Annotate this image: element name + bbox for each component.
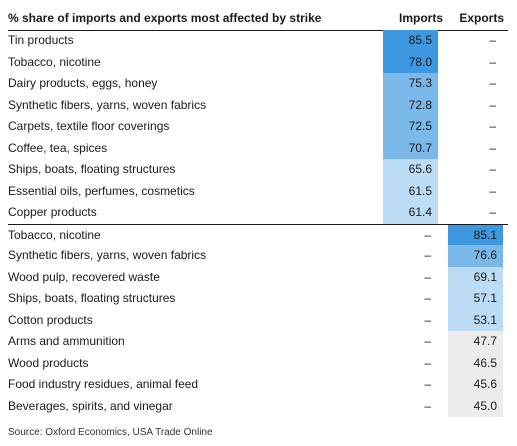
row-label: Essential oils, perfumes, cosmetics [8,183,195,198]
table-header: % share of imports and exports most affe… [8,8,508,31]
exports-dash: – [489,54,496,69]
imports-value-cell: 61.4 [383,202,438,224]
imports-dash: – [424,334,431,348]
row-label: Carpets, textile floor coverings [8,119,170,133]
table-row: Synthetic fibers, yarns, woven fabrics – 7… [8,245,508,267]
exports-column-header: Exports [459,11,504,25]
imports-value-cell: 78.0 [383,51,438,73]
row-label: Dairy products, eggs, honey [8,76,158,90]
table-row: Dairy products, eggs, honey 75.3 – [8,73,508,95]
row-label: Wood pulp, recovered waste [8,269,160,284]
row-label: Tin products [8,33,74,47]
row-label: Synthetic fibers, yarns, woven fabrics [8,248,207,262]
table-row: Food industry residues, animal feed – 45.6 [8,374,508,396]
source-note: Source: Oxford Economics, USA Trade Onli… [8,427,213,438]
table-row: Wood pulp, recovered waste – 69.1 [8,266,508,288]
imports-dash: – [424,312,431,327]
table-row: Tobacco, nicotine – 85.1 [8,223,508,245]
row-label: Copper products [8,205,97,219]
row-label: Food industry residues, animal feed [8,377,199,391]
table-body: Tin products 85.5– Tobacco, nicotine 78.0– D… [8,30,508,417]
imports-value-cell: 72.8 [383,94,438,116]
exports-value-cell: 57.1 [448,288,503,310]
table-row: Cotton products – 53.1 [8,309,508,331]
imports-dash: – [424,248,431,262]
exports-value-cell: 69.1 [448,266,503,288]
imports-value-cell: 72.5 [383,116,438,138]
imports-value-cell: 65.6 [383,159,438,181]
exports-value-cell: 53.1 [448,309,503,331]
row-label: Cotton products [8,312,93,327]
table-row: Wood products – 46.5 [8,352,508,374]
table-row: Ships, boats, floating structures 65.6 – [8,159,508,181]
row-label: Beverages, spirits, and vinegar [8,398,173,413]
imports-value-cell: 85.5 [383,30,438,52]
exports-value-cell: 45.6 [448,374,503,396]
table-row: Tobacco, nicotine 78.0 – [8,51,508,73]
row-label: Ships, boats, floating structures [8,162,176,176]
table-row: Copper products 61.4 – [8,202,508,224]
exports-value-cell: 45.0 [448,395,503,417]
table-row: Carpets, textile floor coverings 72.5 – [8,116,508,138]
row-label: Arms and ammunition [8,334,125,348]
exports-value-cell: 85.1 [448,224,503,245]
table-row: Coffee, tea, spices 70.7 – [8,137,508,159]
table-row: Tin products 85.5 – [8,30,508,52]
exports-dash: – [489,33,496,47]
table-row: Beverages, spirits, and vinegar – 45.0 [8,395,508,417]
row-label: Synthetic fibers, yarns, woven fabrics [8,97,207,112]
imports-dash: – [424,269,431,284]
table-row: Synthetic fibers, yarns, woven fabrics 72… [8,94,508,116]
imports-value-cell: 61.5 [383,180,438,202]
imports-dash: – [424,377,431,391]
imports-value-cell: 70.7 [383,137,438,159]
imports-value-cell: 75.3 [383,73,438,95]
exports-dash: – [489,140,496,155]
row-label: Tobacco, nicotine [8,54,101,69]
exports-dash: – [489,119,496,133]
table-row: Ships, boats, floating structures – 57.1 [8,288,508,310]
row-label: Ships, boats, floating structures [8,291,176,305]
exports-dash: – [489,162,496,176]
exports-dash: – [489,205,496,219]
row-label: Coffee, tea, spices [8,140,108,155]
exports-value-cell: 76.6 [448,245,503,267]
imports-dash: – [424,291,431,305]
exports-dash: – [489,183,496,198]
table-row: Essential oils, perfumes, cosmetics 61.5 – [8,180,508,202]
imports-dash: – [424,227,431,242]
row-label: Wood products [8,355,89,370]
imports-dash: – [424,355,431,370]
exports-value-cell: 46.5 [448,352,503,374]
exports-dash: – [489,97,496,112]
exports-dash: – [489,76,496,90]
imports-dash: – [424,398,431,413]
row-label: Tobacco, nicotine [8,227,101,242]
exports-value-cell: 47.7 [448,331,503,353]
table-row: Arms and ammunition – 47.7 [8,331,508,353]
imports-column-header: Imports [398,11,443,25]
chart-title: % share of imports and exports most affe… [8,11,322,25]
